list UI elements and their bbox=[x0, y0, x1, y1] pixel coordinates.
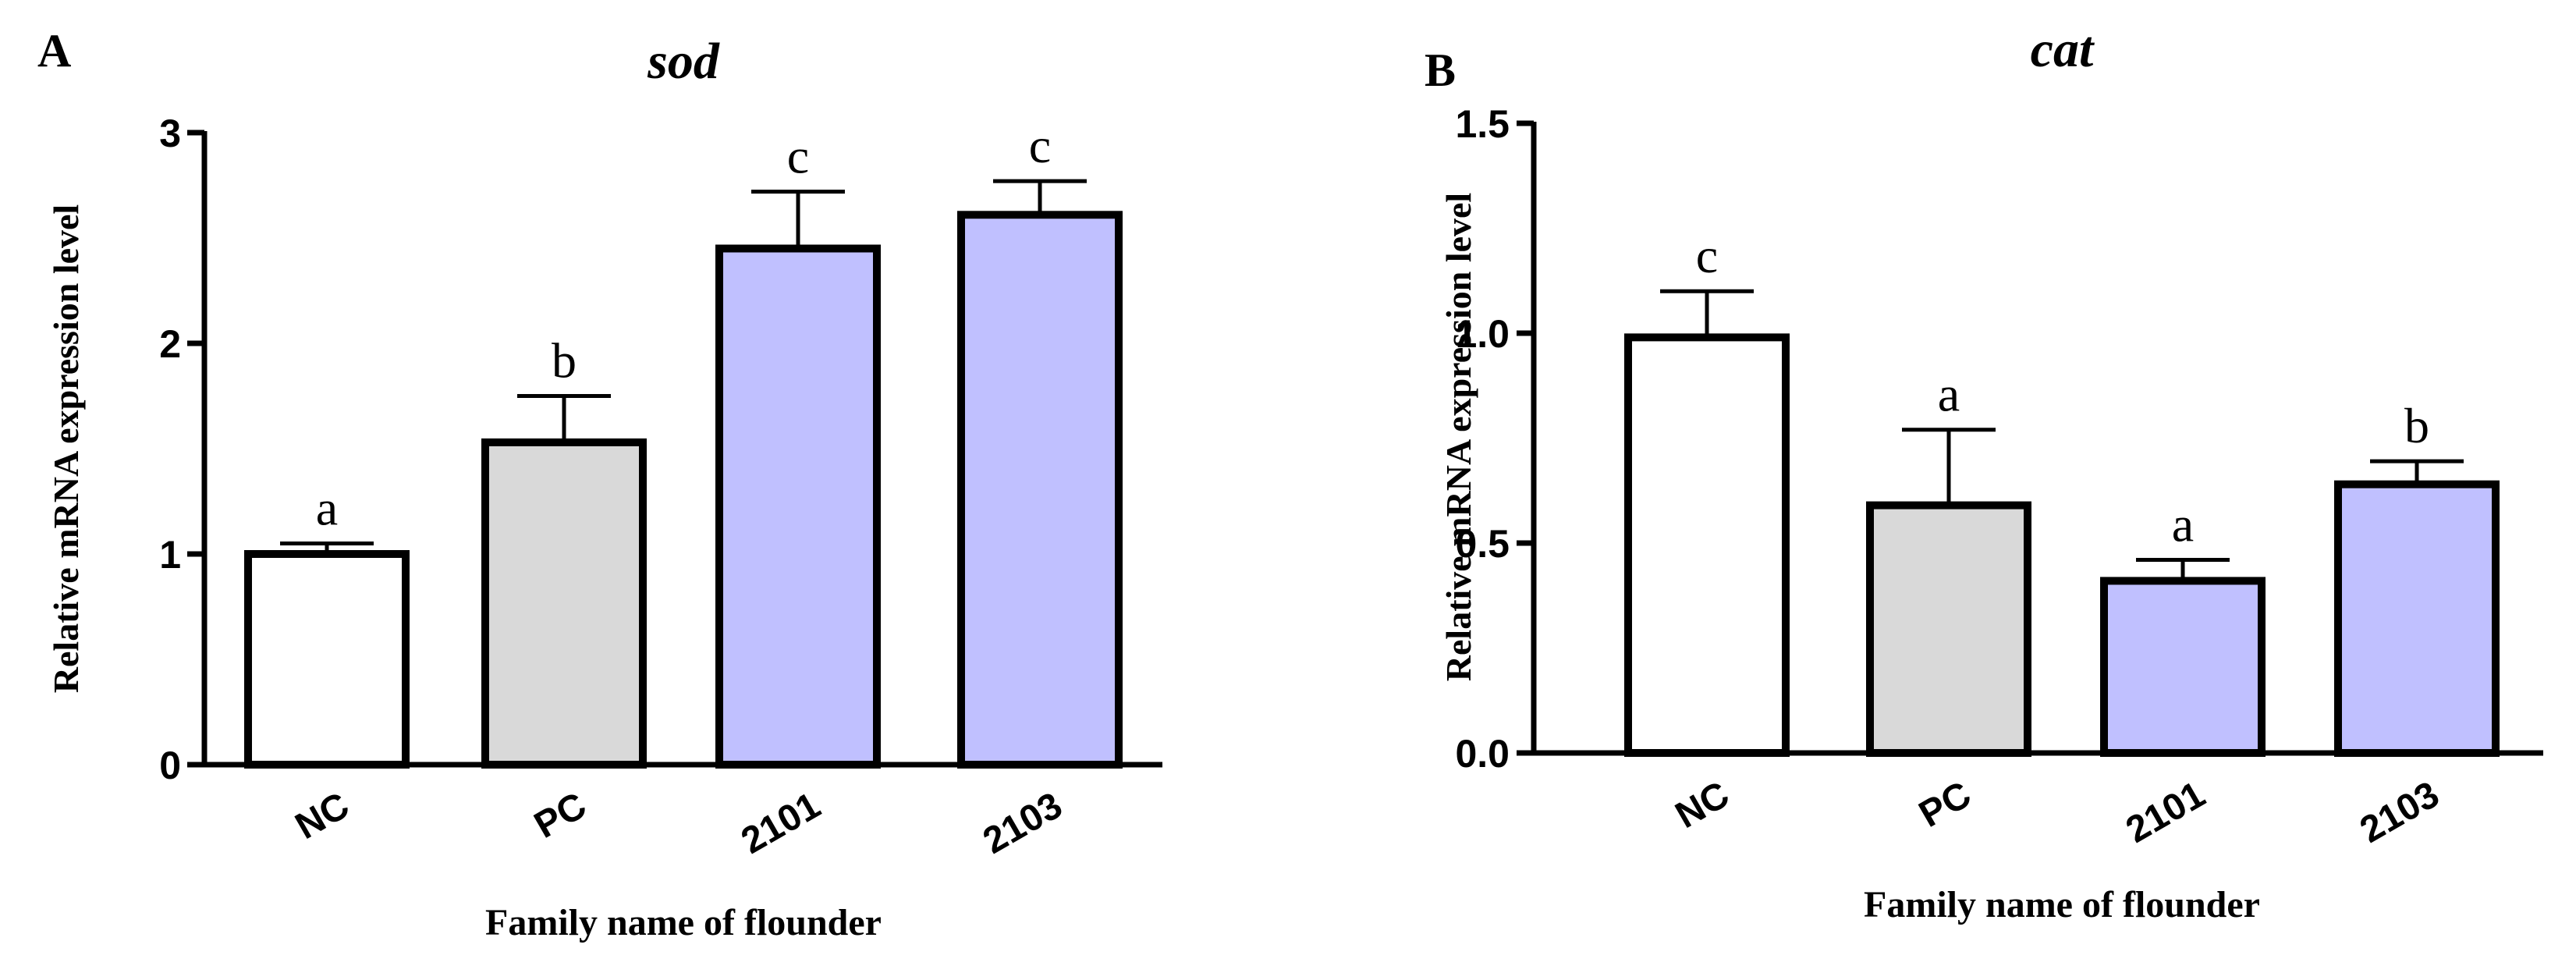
chart-title: cat bbox=[2031, 21, 2095, 78]
x-tick-label: NC bbox=[289, 785, 357, 848]
y-tick-label: 1 bbox=[159, 533, 181, 577]
y-tick-label: 2 bbox=[159, 322, 181, 366]
significance-letter: c bbox=[787, 129, 809, 184]
bar-pc bbox=[481, 438, 647, 769]
y-axis-label: Relative mRNA expression level bbox=[46, 204, 86, 693]
x-tick-label: 2101 bbox=[2120, 774, 2212, 851]
x-tick-label: 2103 bbox=[977, 785, 1070, 862]
significance-letter: c bbox=[1029, 118, 1051, 173]
y-tick-label: 3 bbox=[159, 112, 181, 155]
x-tick-label: NC bbox=[1669, 774, 1737, 837]
x-tick-label: PC bbox=[1912, 774, 1978, 836]
panel-label: A bbox=[37, 25, 71, 76]
y-tick-label: 1.5 bbox=[1455, 102, 1510, 146]
significance-letter: b bbox=[552, 333, 577, 389]
y-tick-label: 0.5 bbox=[1455, 522, 1510, 566]
bar-2101 bbox=[715, 244, 881, 769]
panel-label: B bbox=[1425, 44, 1456, 96]
significance-letter: a bbox=[1938, 367, 1960, 422]
significance-letter: a bbox=[2172, 497, 2194, 552]
y-axis-label: Relative mRNA expression level bbox=[1439, 193, 1478, 681]
x-tick-label: 2101 bbox=[735, 785, 828, 862]
y-tick-label: 0 bbox=[159, 744, 181, 787]
bar-2103 bbox=[2334, 480, 2500, 757]
y-tick-label: 1.0 bbox=[1455, 312, 1510, 356]
x-tick-label: 2103 bbox=[2354, 774, 2446, 851]
x-tick-label: PC bbox=[527, 785, 593, 847]
y-tick-label: 0.0 bbox=[1455, 732, 1510, 776]
significance-letter: b bbox=[2404, 398, 2429, 453]
x-axis-label: Family name of flounder bbox=[485, 902, 882, 943]
bar-nc bbox=[244, 550, 410, 769]
chart-title: sod bbox=[647, 33, 720, 90]
x-axis-label: Family name of flounder bbox=[1864, 884, 2260, 925]
bar-2103 bbox=[957, 211, 1123, 769]
significance-letter: a bbox=[316, 481, 338, 536]
significance-letter: c bbox=[1696, 228, 1718, 283]
bar-pc bbox=[1866, 501, 2031, 758]
bar-nc bbox=[1624, 333, 1790, 757]
bar-2101 bbox=[2100, 577, 2266, 757]
